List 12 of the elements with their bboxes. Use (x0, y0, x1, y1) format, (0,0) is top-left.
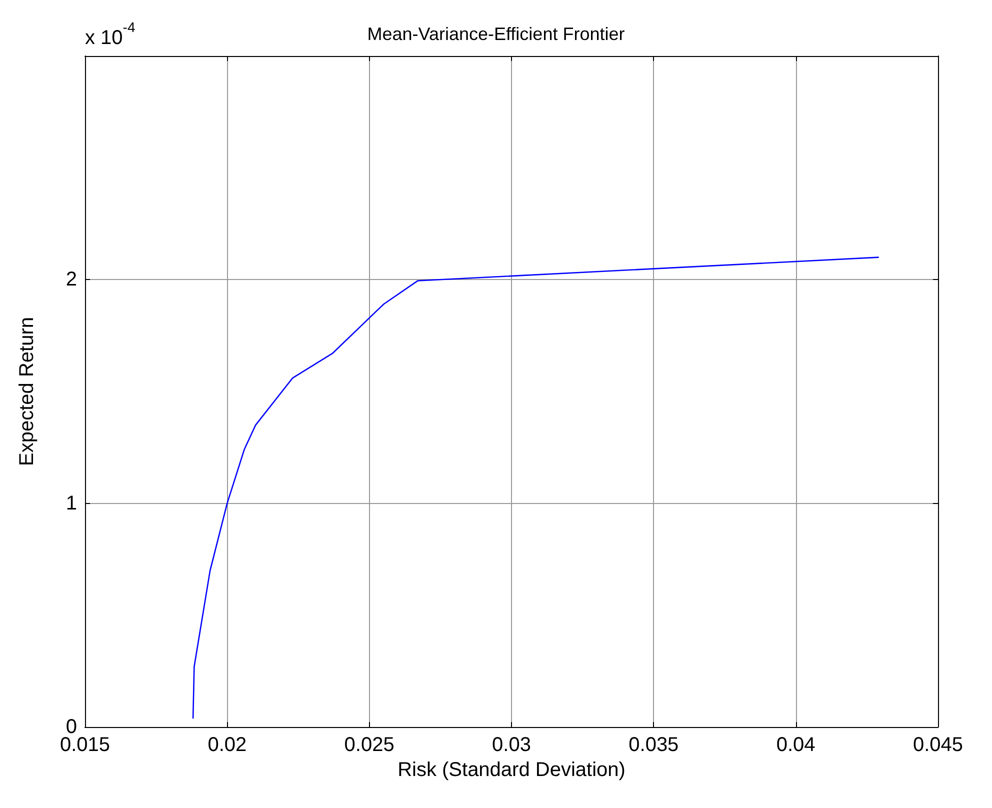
line-series (192, 256, 879, 719)
x-tick-label: 0.03 (492, 734, 531, 756)
x-tick-label: 0.04 (776, 734, 816, 756)
y-tick-label: 2 (66, 268, 77, 291)
x-tick-label: 0.045 (912, 734, 964, 756)
chart-title: Mean-Variance-Efficient Frontier (367, 24, 625, 44)
y-tick-label: 1 (66, 492, 77, 514)
x-axis-title: Risk (Standard Deviation) (398, 758, 626, 781)
y-axis-title: Expected Return (16, 317, 38, 466)
x-tick-label: 0.02 (208, 734, 247, 756)
x-tick-label: 0.035 (628, 734, 679, 756)
x-tick-label: 0.025 (344, 734, 394, 756)
